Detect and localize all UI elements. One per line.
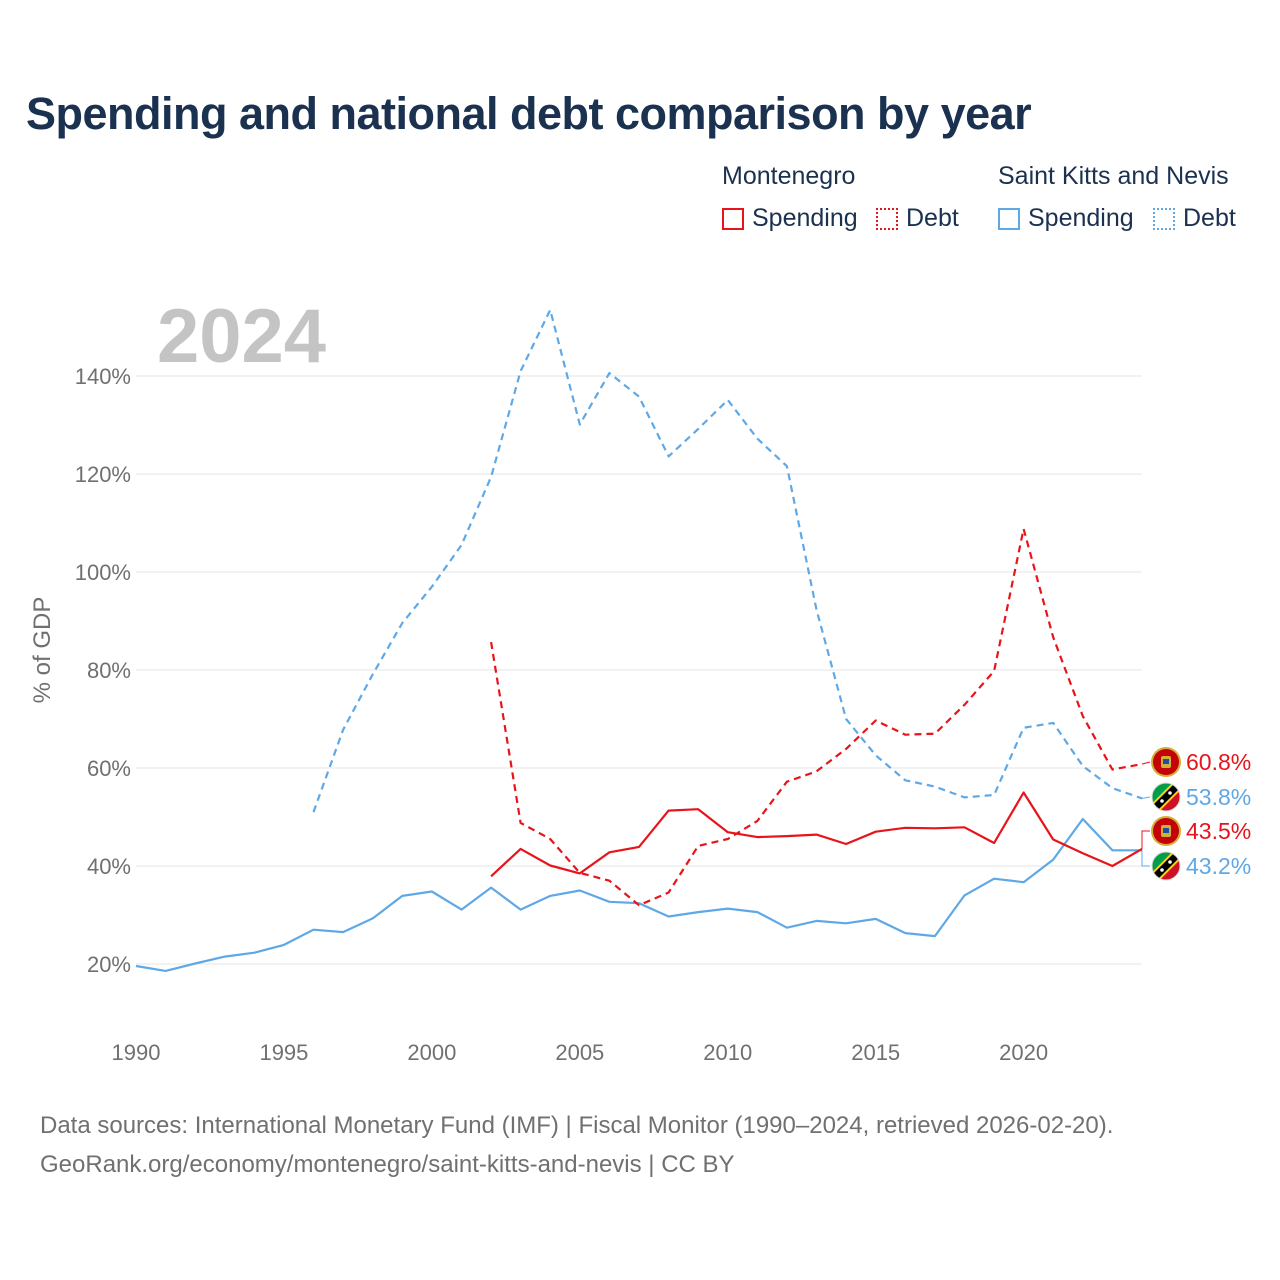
legend-swatch-solid-icon <box>722 207 744 230</box>
legend-label: Debt <box>906 204 959 232</box>
x-tick-label: 1995 <box>259 1040 308 1065</box>
saint-kitts-and-nevis-flag-icon <box>1151 782 1181 812</box>
series-line-montenegro-debt[interactable] <box>490 527 1143 907</box>
year-watermark: 2024 <box>157 294 326 379</box>
y-tick-label: 60% <box>87 756 131 781</box>
legend-item-spending[interactable]: Spending <box>722 204 858 233</box>
series-line-saint-kitts-and-nevis-spending[interactable] <box>135 817 1142 973</box>
y-tick-label: 100% <box>75 560 131 585</box>
legend-swatch-dotted-icon <box>876 207 898 230</box>
end-label-connector <box>1141 830 1150 849</box>
y-tick-label: 120% <box>75 462 131 487</box>
legend-swatch-dotted-icon <box>1153 207 1175 230</box>
saint-kitts-and-nevis-flag-icon <box>1151 851 1181 881</box>
end-label-connector <box>1141 796 1151 799</box>
x-tick-label: 2010 <box>703 1040 752 1065</box>
x-tick-label: 2000 <box>407 1040 456 1065</box>
sources-line: Data sources: International Monetary Fun… <box>40 1112 1114 1139</box>
legend-country-name: Saint Kitts and Nevis <box>998 162 1229 190</box>
chart-title: Spending and national debt comparison by… <box>26 88 1032 139</box>
end-label-montenegro-debt: 60.8% <box>1186 749 1251 775</box>
end-label-connector <box>1141 761 1151 765</box>
end-label-connector <box>1141 850 1150 867</box>
legend-item-spending[interactable]: Spending <box>998 204 1134 233</box>
end-label-saint-kitts-spending: 43.2% <box>1186 853 1251 879</box>
y-tick-label: 20% <box>87 952 131 977</box>
sources-link[interactable]: GeoRank.org/economy/montenegro/saint-kit… <box>40 1151 735 1178</box>
end-label-montenegro-spending: 43.5% <box>1186 818 1251 844</box>
x-tick-label: 2020 <box>999 1040 1048 1065</box>
legend-label: Spending <box>752 204 858 232</box>
end-label-saint-kitts-debt: 53.8% <box>1186 784 1251 810</box>
legend-country-name: Montenegro <box>722 162 856 190</box>
series-line-saint-kitts-and-nevis-debt[interactable] <box>312 308 1143 813</box>
legend-label: Debt <box>1183 204 1236 232</box>
data-sources: Data sources: International Monetary Fun… <box>40 1106 1113 1184</box>
montenegro-flag-icon <box>1151 816 1181 846</box>
montenegro-flag-icon <box>1151 747 1181 777</box>
legend-swatch-solid-icon <box>998 207 1020 230</box>
x-tick-label: 1990 <box>112 1040 161 1065</box>
legend-item-debt[interactable]: Debt <box>876 204 959 233</box>
y-tick-label: 40% <box>87 854 131 879</box>
y-axis-label: % of GDP <box>29 597 56 704</box>
x-tick-label: 2005 <box>555 1040 604 1065</box>
legend-item-debt[interactable]: Debt <box>1153 204 1236 233</box>
legend-label: Spending <box>1028 204 1134 232</box>
series-line-montenegro-spending[interactable] <box>490 791 1143 878</box>
y-tick-label: 80% <box>87 658 131 683</box>
x-tick-label: 2015 <box>851 1040 900 1065</box>
y-tick-label: 140% <box>75 364 131 389</box>
